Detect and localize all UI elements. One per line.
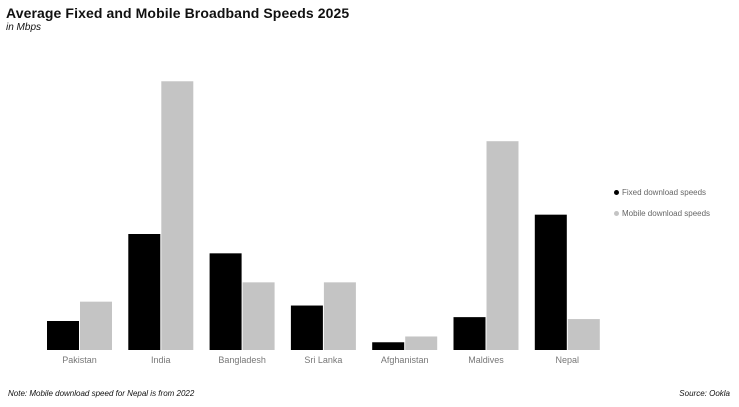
chart-title: Average Fixed and Mobile Broadband Speed… [6,5,350,21]
bar-fixed-sri-lanka [290,305,323,350]
bar-fixed-bangladesh [209,253,242,350]
legend: Fixed download speeds Mobile download sp… [614,186,710,228]
chart-note: Note: Mobile download speed for Nepal is… [8,389,195,398]
x-tick-label: Pakistan [62,355,97,365]
bar-mobile-afghanistan [405,336,438,350]
bar-mobile-nepal [567,319,600,350]
bar-mobile-pakistan [80,301,112,350]
legend-item-fixed: Fixed download speeds [614,186,710,198]
legend-item-mobile: Mobile download speeds [614,207,710,219]
bar-fixed-pakistan [47,321,79,350]
bar-fixed-nepal [534,214,567,350]
x-tick-label: Nepal [556,355,580,365]
legend-swatch-fixed [614,189,619,195]
x-tick-label: Afghanistan [381,355,429,365]
x-tick-label: Sri Lanka [304,355,342,365]
bar-fixed-india [128,234,161,350]
bar-fixed-afghanistan [372,342,405,350]
bar-mobile-bangladesh [242,282,275,350]
legend-label-fixed: Fixed download speeds [622,187,707,197]
chart-subtitle: in Mbps [6,22,42,33]
legend-swatch-mobile [614,210,619,216]
bar-fixed-maldives [453,317,486,350]
legend-label-mobile: Mobile download speeds [622,208,711,218]
bar-mobile-india [161,81,194,351]
x-tick-label: India [151,355,171,365]
x-tick-label: Bangladesh [218,355,266,365]
bar-mobile-sri-lanka [323,282,356,350]
x-tick-label: Maldives [468,355,504,365]
chart-source: Source: Ookla [679,389,730,398]
bar-mobile-maldives [486,141,519,350]
